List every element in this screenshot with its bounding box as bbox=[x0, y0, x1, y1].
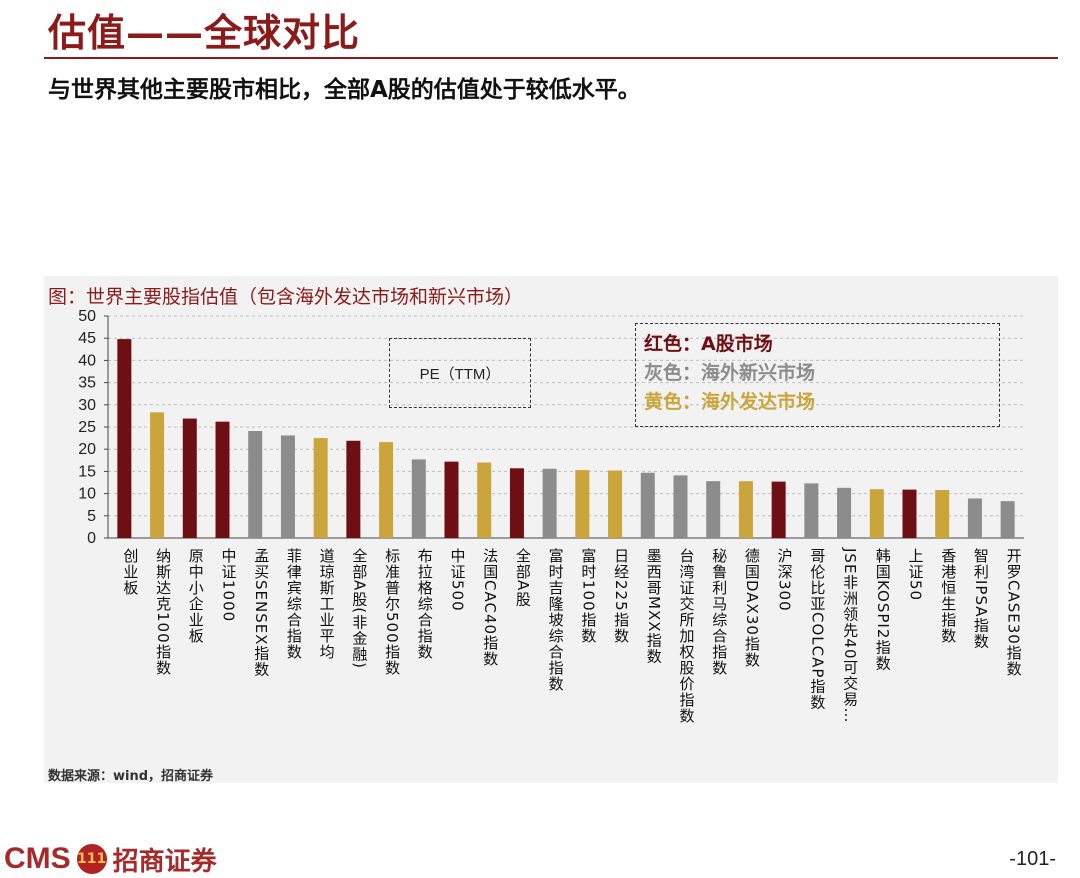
x-category-label: 孟买SENSEX指数 bbox=[252, 548, 270, 678]
pe-annotation-label: PE（TTM） bbox=[419, 365, 501, 383]
bar bbox=[738, 481, 753, 538]
y-tick-label: 50 bbox=[78, 308, 96, 325]
bar bbox=[117, 339, 132, 538]
bar bbox=[379, 442, 394, 538]
x-category-label: 中证500 bbox=[449, 548, 467, 612]
bar bbox=[280, 435, 295, 538]
x-category-label: 日经225指数 bbox=[612, 548, 630, 644]
x-category-label: 秘鲁利马综合指数 bbox=[710, 548, 728, 676]
x-category-label: 上证50 bbox=[907, 548, 925, 601]
x-category-label: 富时吉隆坡综合指数 bbox=[547, 547, 565, 692]
x-category-label: 德国DAX30指数 bbox=[743, 547, 761, 668]
title-divider bbox=[44, 57, 1058, 59]
y-tick-label: 5 bbox=[87, 508, 96, 525]
y-tick-label: 10 bbox=[78, 486, 96, 503]
bar bbox=[150, 412, 165, 538]
legend-gold: 黄色：海外发达市场 bbox=[644, 391, 816, 413]
bar bbox=[771, 481, 786, 538]
x-category-label: 布拉格综合指数 bbox=[416, 548, 434, 660]
y-tick-label: 20 bbox=[78, 441, 96, 458]
y-tick-label: 0 bbox=[87, 530, 96, 547]
x-category-label: 标准普尔500指数 bbox=[383, 548, 401, 676]
bar bbox=[509, 468, 524, 538]
page-number: -101- bbox=[1009, 848, 1056, 870]
bar bbox=[869, 489, 884, 538]
x-category-label: 富时100指数 bbox=[579, 547, 597, 643]
logo-emblem-icon: 111 bbox=[76, 844, 107, 874]
x-category-label: 纳斯达克100指数 bbox=[154, 548, 172, 676]
y-tick-label: 15 bbox=[78, 463, 96, 480]
x-category-label: 智利IPSA指数 bbox=[972, 547, 990, 649]
bar bbox=[967, 498, 982, 538]
bar bbox=[804, 483, 819, 538]
logo-cn-text: 招商证券 bbox=[112, 846, 217, 877]
pe-annotation-box: PE（TTM） bbox=[389, 338, 531, 408]
bar bbox=[542, 468, 557, 538]
y-tick-label: 35 bbox=[78, 375, 96, 392]
bar bbox=[706, 481, 721, 538]
y-tick-label: 25 bbox=[78, 419, 96, 436]
x-category-label: 开罗CASE30指数 bbox=[1005, 548, 1023, 677]
bar bbox=[902, 489, 917, 538]
logo-emblem-text: 111 bbox=[77, 851, 107, 867]
x-category-label: JSE非洲领先40可交易… bbox=[841, 547, 859, 724]
bar bbox=[575, 470, 590, 538]
bar bbox=[1000, 501, 1015, 538]
legend-box: 红色：A股市场 灰色：海外新兴市场 黄色：海外发达市场 bbox=[635, 323, 1000, 427]
chart-title: 图：世界主要股指估值（包含海外发达市场和新兴市场） bbox=[48, 286, 524, 308]
bar bbox=[935, 490, 950, 538]
x-category-label: 菲律宾综合指数 bbox=[285, 548, 303, 660]
bar bbox=[477, 462, 492, 538]
y-tick-label: 30 bbox=[78, 397, 96, 414]
x-category-label: 法国CAC40指数 bbox=[481, 548, 499, 667]
x-category-label: 香港恒生指数 bbox=[939, 548, 957, 644]
bar bbox=[444, 461, 459, 538]
x-category-label: 台湾证交所加权股价指数 bbox=[678, 548, 696, 724]
bar bbox=[608, 470, 623, 538]
y-tick-label: 40 bbox=[78, 352, 96, 369]
bar bbox=[313, 438, 328, 538]
x-category-label: 全部A股 bbox=[514, 547, 532, 607]
bar bbox=[640, 472, 655, 538]
cms-logo: CMS 111 招商证券 bbox=[4, 840, 217, 878]
y-tick-label: 45 bbox=[78, 330, 96, 347]
x-category-label: 创业板 bbox=[121, 548, 139, 596]
bar bbox=[182, 418, 197, 538]
x-category-label: 中证1000 bbox=[220, 548, 238, 622]
x-category-label: 哥伦比亚COLCAP指数 bbox=[808, 548, 826, 710]
x-category-label: 道琼斯工业平均 bbox=[318, 548, 336, 660]
logo-cms-text: CMS bbox=[4, 842, 71, 875]
bar bbox=[248, 430, 263, 538]
x-category-label: 全部A股(非金融) bbox=[350, 547, 368, 669]
bar bbox=[411, 459, 426, 538]
x-category-label: 墨西哥MXX指数 bbox=[645, 548, 663, 665]
x-category-label: 原中小企业板 bbox=[187, 548, 205, 644]
bar bbox=[215, 421, 230, 538]
legend-red: 红色：A股市场 bbox=[644, 333, 773, 355]
bar bbox=[673, 475, 688, 538]
data-source: 数据来源：wind，招商证券 bbox=[48, 769, 214, 784]
slide-subtitle: 与世界其他主要股市相比，全部A股的估值处于较低水平。 bbox=[48, 77, 641, 103]
legend-gray: 灰色：海外新兴市场 bbox=[644, 362, 816, 384]
slide-title: 估值——全球对比 bbox=[48, 10, 361, 55]
bar bbox=[346, 440, 361, 538]
bar bbox=[837, 487, 852, 538]
x-category-label: 沪深300 bbox=[776, 548, 794, 612]
x-category-label: 韩国KOSPI2指数 bbox=[874, 548, 892, 671]
